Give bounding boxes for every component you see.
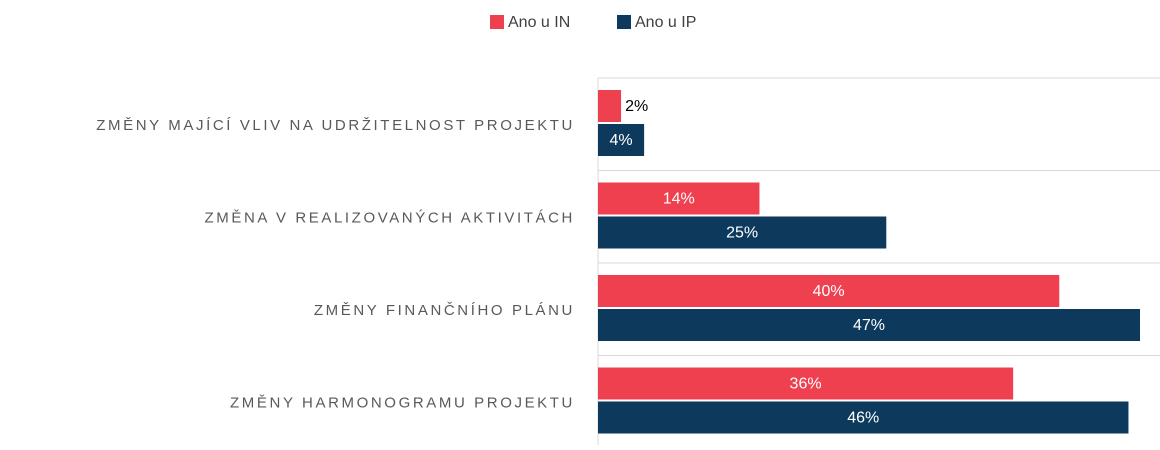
category-label: ZMĚNA V REALIZOVANÝCH AKTIVITÁCH xyxy=(205,209,575,226)
bar xyxy=(598,275,1060,307)
bar xyxy=(598,401,1129,434)
value-label: 46% xyxy=(847,410,879,427)
bar xyxy=(598,216,887,249)
legend-swatch xyxy=(617,15,631,29)
bar xyxy=(598,124,645,156)
value-label: 36% xyxy=(790,376,822,393)
value-label: 47% xyxy=(853,317,885,334)
category-label: ZMĚNY HARMONOGRAMU PROJEKTU xyxy=(230,394,575,411)
value-label: 2% xyxy=(625,98,648,115)
legend-label: Ano u IN xyxy=(508,14,570,31)
bar xyxy=(598,182,760,215)
bar xyxy=(598,90,622,122)
value-label: 4% xyxy=(610,132,633,149)
value-label: 40% xyxy=(813,283,845,300)
legend-label: Ano u IP xyxy=(635,14,696,31)
bar xyxy=(598,309,1140,341)
value-label: 25% xyxy=(726,225,758,242)
category-label: ZMĚNY MAJÍCÍ VLIV NA UDRŽITELNOST PROJEK… xyxy=(96,117,575,134)
bar xyxy=(598,367,1014,400)
value-label: 14% xyxy=(663,191,695,208)
category-label: ZMĚNY FINANČNÍHO PLÁNU xyxy=(314,302,575,319)
legend-swatch xyxy=(490,15,504,29)
